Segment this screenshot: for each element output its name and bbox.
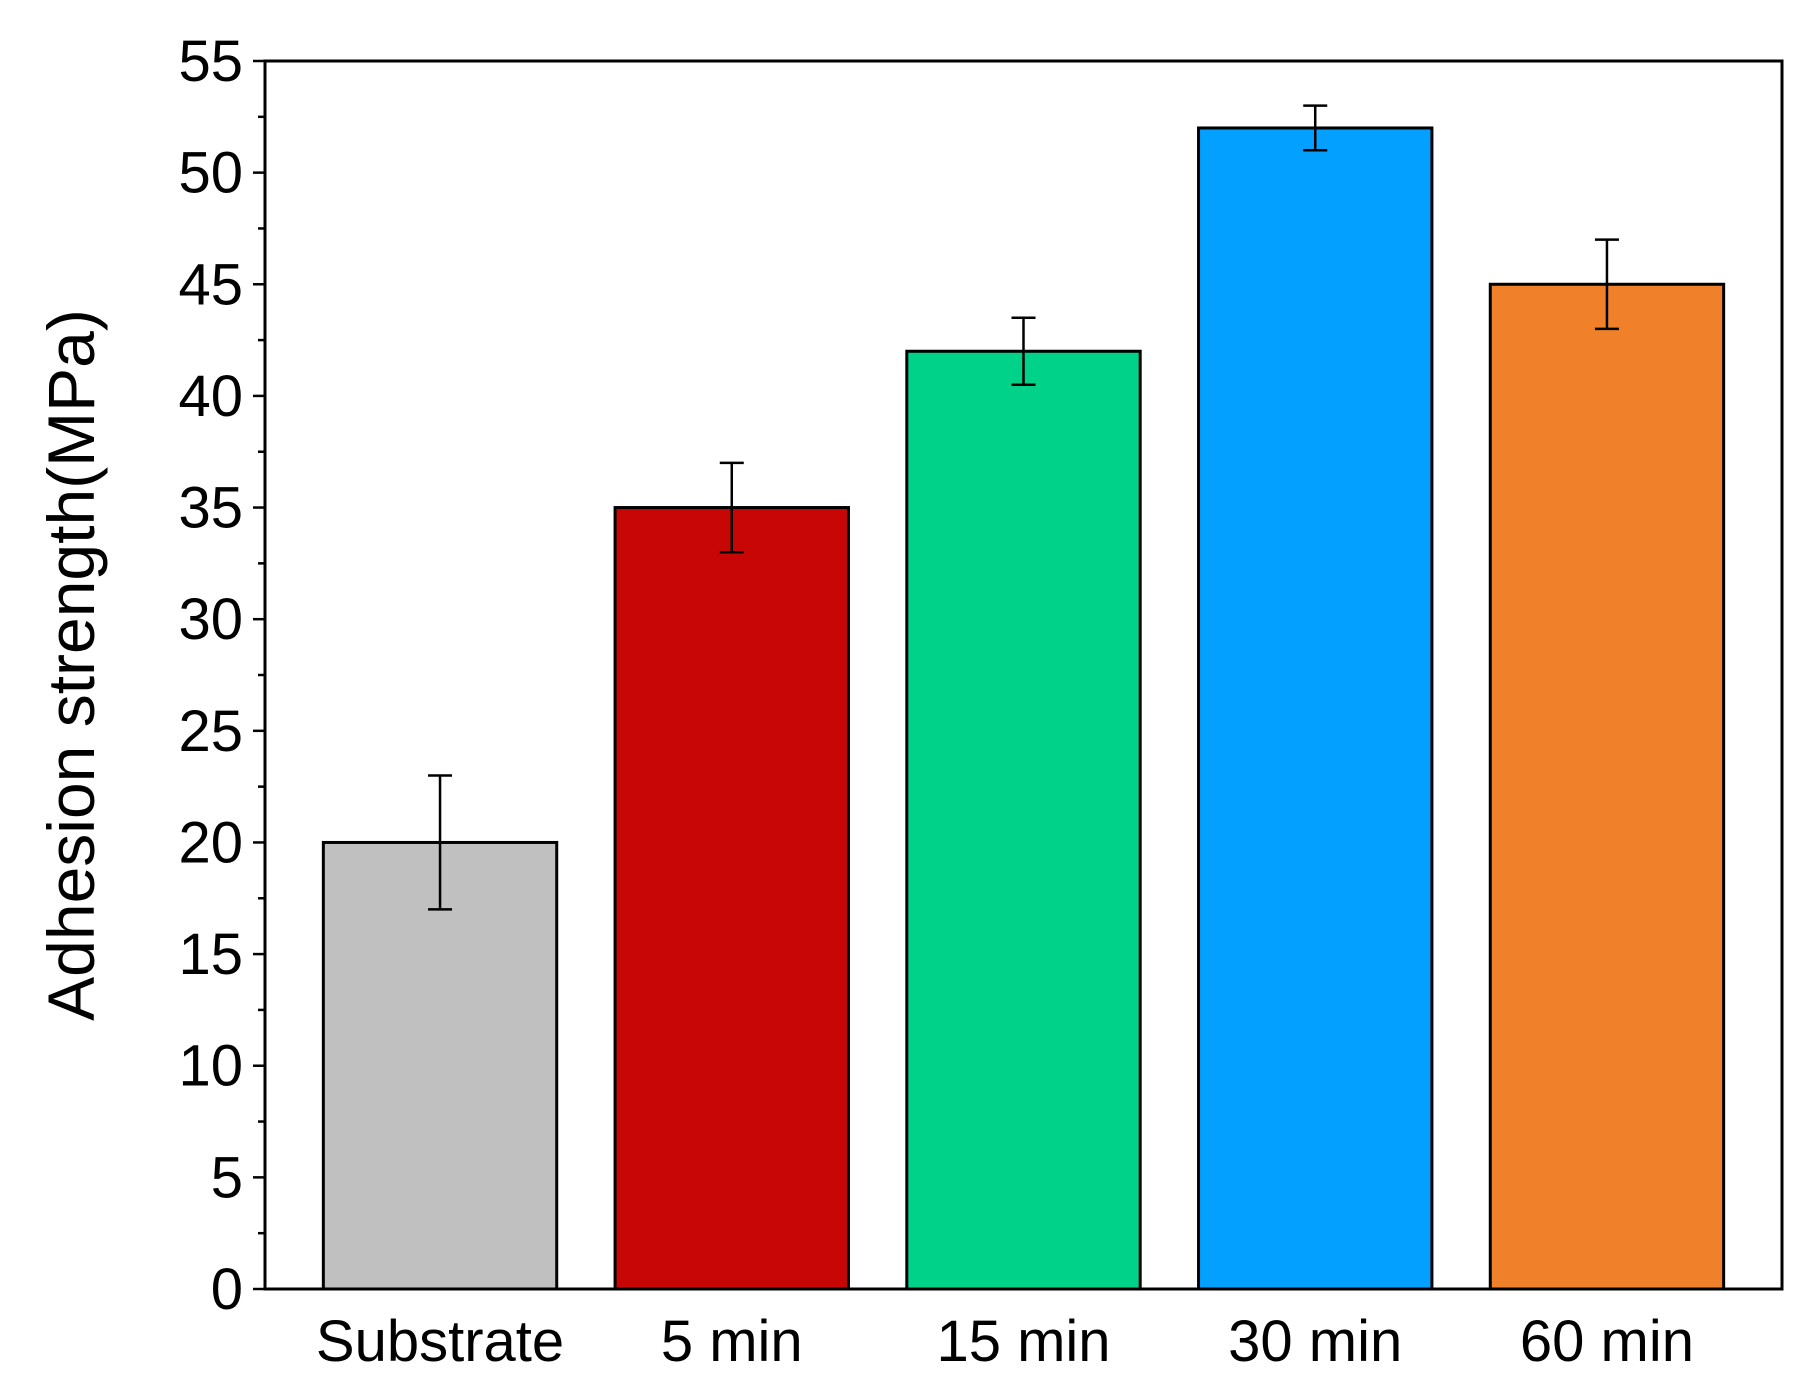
y-tick-label-50: 50 (178, 141, 243, 206)
x-axis-tick-labels: Substrate 5 min 15 min 30 min 60 min (316, 1309, 1694, 1374)
bar-5-min (613, 506, 850, 1291)
y-tick-label-15: 15 (178, 922, 243, 987)
y-axis-tick-labels: 0 5 10 15 20 25 30 35 40 45 50 55 (178, 29, 243, 1322)
y-tick-label-55: 55 (178, 29, 243, 94)
y-tick-label-45: 45 (178, 252, 243, 317)
y-axis-title: Adhesion strength(MPa) (34, 309, 108, 1021)
y-tick-label-20: 20 (178, 810, 243, 875)
x-tick-label-30-min: 30 min (1228, 1309, 1402, 1374)
error-bars-layer (428, 104, 1619, 911)
y-tick-label-35: 35 (178, 476, 243, 541)
bar-30-min (1197, 126, 1434, 1291)
y-axis-ticks (253, 59, 265, 1291)
x-tick-label-15-min: 15 min (936, 1309, 1110, 1374)
x-tick-label-substrate: Substrate (316, 1309, 564, 1374)
bar-15-min (905, 349, 1142, 1291)
y-tick-label-40: 40 (178, 364, 243, 429)
y-tick-label-10: 10 (178, 1034, 243, 1099)
x-tick-label-60-min: 60 min (1520, 1309, 1694, 1374)
y-tick-label-30: 30 (178, 587, 243, 652)
bar-60-min (1488, 282, 1726, 1291)
y-tick-label-25: 25 (178, 699, 243, 764)
bars-layer (321, 126, 1726, 1291)
y-tick-label-5: 5 (211, 1145, 243, 1210)
y-tick-label-0: 0 (211, 1257, 243, 1322)
x-tick-label-5-min: 5 min (661, 1309, 803, 1374)
bar-substrate (321, 840, 559, 1291)
